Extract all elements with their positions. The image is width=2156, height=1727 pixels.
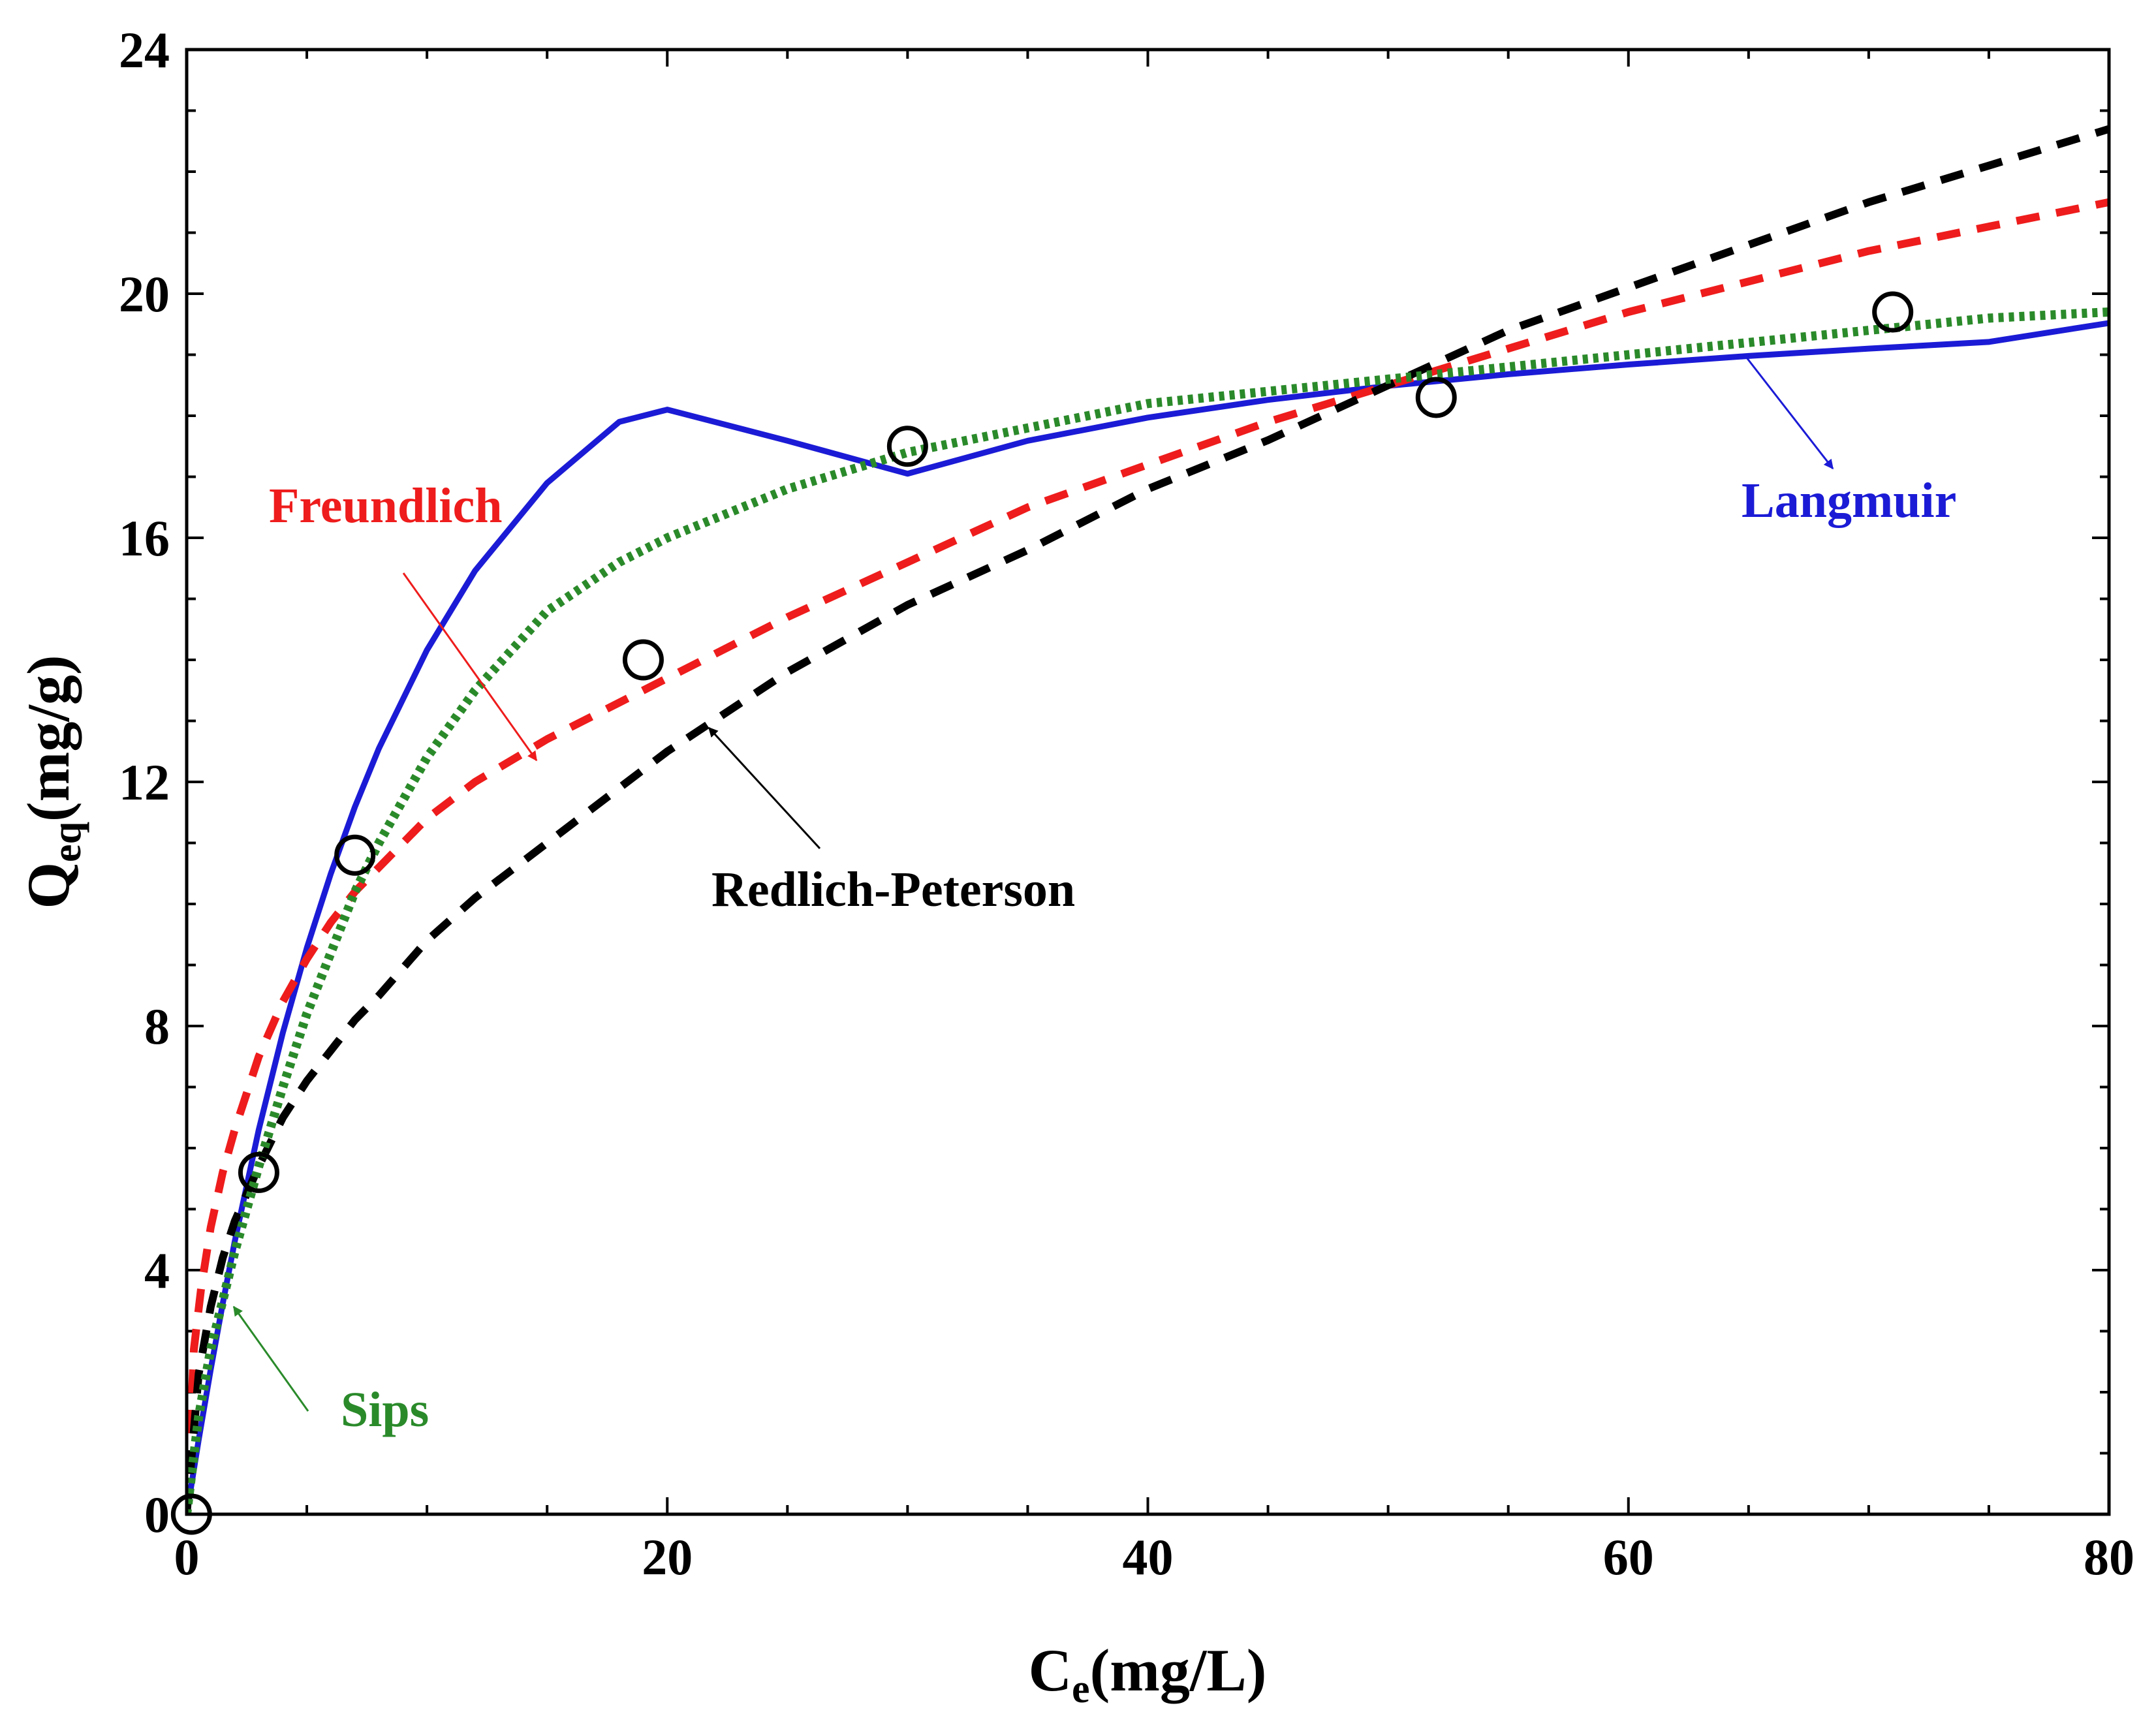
annotation-redlich-peterson-arrow bbox=[708, 726, 821, 850]
y-axis-title-sub: eq bbox=[45, 822, 89, 862]
y-tick-label: 0 bbox=[144, 1486, 170, 1543]
x-tick-label: 80 bbox=[2084, 1529, 2134, 1585]
annotation-freundlich-label: Freundlich bbox=[269, 478, 503, 533]
x-tick-label: 0 bbox=[174, 1529, 200, 1585]
x-axis-title-unit: (mg/L) bbox=[1090, 1637, 1267, 1704]
experimental-point bbox=[334, 834, 376, 876]
annotation-freundlich-arrow bbox=[402, 572, 538, 762]
annotation-redlich-peterson-label: Redlich-Peterson bbox=[711, 862, 1075, 917]
series-redlich-peterson bbox=[187, 125, 2109, 1514]
experimental-points bbox=[170, 291, 1914, 1535]
y-tick-label: 20 bbox=[119, 266, 170, 322]
plot-frame bbox=[185, 48, 2111, 1516]
series-freundlich bbox=[187, 198, 2109, 1514]
annotation-freundlich: Freundlich bbox=[269, 478, 538, 762]
fit-curves bbox=[187, 125, 2109, 1514]
annotation-sips-arrow bbox=[232, 1305, 309, 1412]
y-tick-label: 4 bbox=[144, 1242, 170, 1299]
y-tick-label: 8 bbox=[144, 998, 170, 1055]
experimental-point bbox=[1872, 291, 1914, 333]
y-axis-title-unit: (mg/g) bbox=[15, 655, 82, 821]
experimental-point bbox=[1415, 377, 1457, 418]
experimental-point bbox=[622, 639, 664, 681]
annotation-redlich-peterson: Redlich-Peterson bbox=[708, 726, 1075, 917]
x-axis-title: Ce(mg/L) bbox=[1029, 1637, 1267, 1711]
annotation-sips-label: Sips bbox=[341, 1382, 429, 1437]
y-tick-label: 12 bbox=[119, 754, 170, 811]
y-tick-label: 16 bbox=[119, 510, 170, 567]
annotation-langmuir-arrow bbox=[1743, 354, 1834, 470]
x-tick-label: 40 bbox=[1123, 1529, 1174, 1585]
experimental-point bbox=[238, 1151, 279, 1193]
x-tick-label: 60 bbox=[1603, 1529, 1654, 1585]
y-axis-title-main: Q bbox=[15, 862, 82, 909]
tick-labels: 0 20 40 60 80 0 4 8 12 16 20 24 bbox=[119, 22, 2134, 1585]
annotation-langmuir-label: Langmuir bbox=[1742, 473, 1956, 528]
experimental-point bbox=[886, 426, 928, 467]
annotation-langmuir: Langmuir bbox=[1742, 354, 1956, 528]
x-axis-title-sub: e bbox=[1072, 1667, 1090, 1711]
x-tick-label: 20 bbox=[642, 1529, 693, 1585]
y-axis-title: Qeq(mg/g) bbox=[15, 655, 89, 909]
y-tick-label: 24 bbox=[119, 22, 170, 78]
annotation-sips: Sips bbox=[232, 1305, 429, 1437]
x-axis-title-main: C bbox=[1029, 1637, 1072, 1704]
